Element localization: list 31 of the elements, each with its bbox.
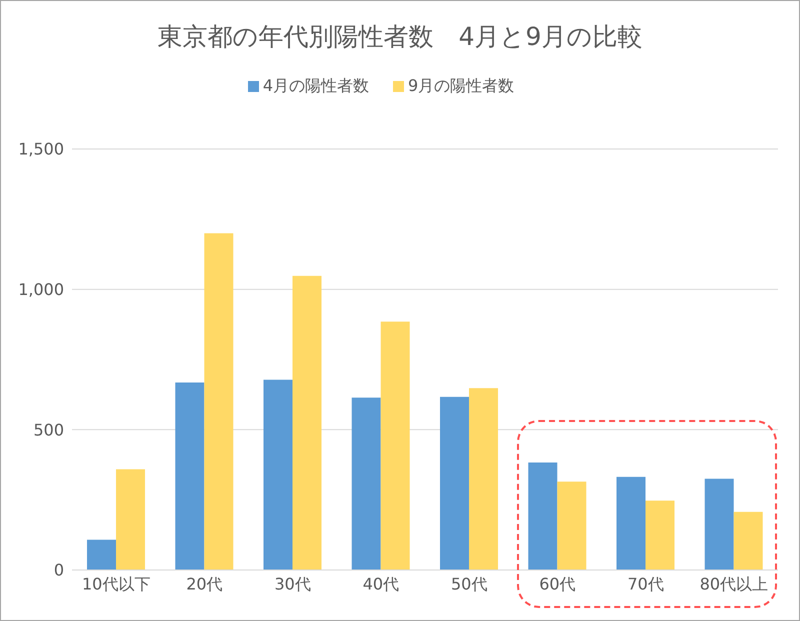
bar <box>646 500 675 570</box>
y-tick-label: 1,000 <box>18 280 64 300</box>
bar <box>440 396 470 570</box>
bar <box>264 380 293 570</box>
x-tick-label: 80代以上 <box>700 574 768 594</box>
bar <box>352 398 381 570</box>
chart-title: 東京都の年代別陽性者数 4月と9月の比較 <box>156 21 644 53</box>
x-tick-label: 40代 <box>362 574 400 594</box>
x-tick-label: 70代 <box>627 574 664 594</box>
bar <box>175 382 204 570</box>
bar <box>528 462 558 570</box>
legend-label: 4月の陽性者数 <box>262 76 369 95</box>
bar <box>116 469 146 570</box>
bar <box>87 540 116 570</box>
y-tick-label: 500 <box>33 420 64 440</box>
x-tick-label: 50代 <box>450 574 488 594</box>
bar <box>704 478 734 570</box>
bar <box>616 476 646 570</box>
x-tick-label: 10代以下 <box>82 574 150 594</box>
x-tick-label: 20代 <box>186 574 223 594</box>
bar <box>469 388 498 570</box>
bar <box>734 512 763 570</box>
bar <box>380 322 410 570</box>
bar <box>292 276 322 570</box>
x-tick-label: 30代 <box>274 574 311 594</box>
bar <box>557 482 586 570</box>
x-tick-label: 60代 <box>539 574 576 594</box>
legend-label: 9月の陽性者数 <box>408 76 514 95</box>
bar <box>204 233 234 570</box>
y-tick-label: 1,500 <box>18 140 64 159</box>
y-tick-label: 0 <box>54 560 64 580</box>
